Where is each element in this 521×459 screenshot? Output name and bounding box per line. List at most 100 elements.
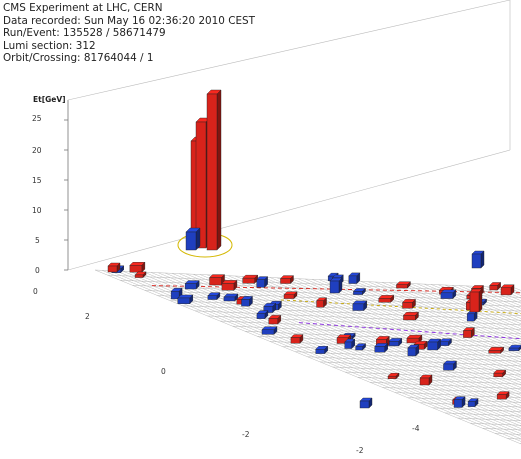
tower-front	[290, 337, 301, 344]
energy-tower	[488, 346, 505, 354]
tower-front	[427, 341, 438, 351]
energy-tower	[329, 277, 343, 294]
energy-tower	[496, 391, 510, 400]
tower-front	[283, 294, 295, 299]
energy-tower	[177, 294, 194, 305]
tower-front	[223, 296, 236, 302]
energy-tower	[406, 334, 423, 344]
tower-front	[407, 347, 417, 357]
tower-front	[329, 280, 340, 294]
grid-line	[282, 346, 521, 358]
energy-tower	[185, 227, 201, 251]
eta-tick-2: 2	[85, 312, 90, 321]
energy-tower	[471, 250, 485, 269]
grid-line	[244, 331, 521, 344]
grid-line	[344, 371, 521, 380]
tower-front	[352, 303, 364, 311]
energy-tower	[352, 287, 366, 296]
tower-side	[478, 288, 483, 313]
tower-side	[480, 250, 485, 269]
tower-front	[488, 350, 501, 354]
z-tick-10: 10	[32, 206, 42, 215]
tower-front	[268, 318, 278, 325]
energy-tower	[344, 338, 356, 350]
tower-side	[195, 227, 201, 251]
energy-tower	[348, 272, 361, 285]
grid-line	[182, 305, 521, 321]
z-tick-0: 0	[35, 266, 40, 275]
tower-front	[177, 297, 191, 304]
phi-tick-minus4: -4	[412, 424, 420, 433]
tower-front	[469, 291, 480, 313]
tower-front	[134, 274, 144, 278]
energy-tower	[462, 327, 475, 339]
energy-tower	[268, 314, 282, 325]
energy-tower	[290, 334, 304, 344]
energy-tower	[378, 294, 395, 303]
tower-front	[107, 265, 118, 273]
tower-front	[359, 400, 370, 409]
tower-front	[489, 285, 498, 291]
tower-front	[280, 278, 291, 284]
energy-tower	[500, 284, 515, 296]
tower-front	[508, 347, 520, 351]
eta-tick-minus2: -2	[242, 430, 250, 439]
energy-tower	[129, 261, 146, 273]
back-wall-top	[67, 0, 511, 101]
experiment-label: CMS Experiment at LHC, CERN	[3, 2, 163, 14]
tower-front	[344, 341, 352, 349]
tower-front	[463, 330, 472, 338]
energy-tower	[453, 396, 466, 408]
grid-line	[319, 361, 521, 371]
energy-tower	[280, 275, 294, 284]
phi-tick-minus2: -2	[356, 446, 364, 455]
grid-line	[332, 366, 521, 376]
energy-tower	[316, 297, 328, 308]
tower-front	[496, 394, 507, 400]
tower-front	[256, 279, 265, 288]
energy-tower	[184, 280, 200, 290]
tower-front	[184, 283, 197, 290]
energy-tower	[206, 89, 222, 251]
grid-line	[294, 351, 521, 362]
z-tick-15: 15	[32, 176, 42, 185]
energy-tower	[402, 298, 416, 309]
energy-tower	[439, 338, 452, 347]
tower-front	[453, 399, 463, 408]
tower-front	[355, 346, 363, 351]
energy-tower	[407, 344, 420, 357]
energy-tower	[489, 281, 502, 291]
tower-front	[493, 372, 503, 378]
tower-front	[388, 341, 399, 347]
tower-front	[207, 295, 218, 300]
tower-front	[256, 313, 266, 319]
grid-line	[307, 356, 521, 367]
grid-line	[107, 274, 521, 294]
tower-front	[353, 291, 363, 295]
energy-tower	[223, 293, 239, 302]
z-tick-5: 5	[35, 236, 40, 245]
grid-line	[444, 412, 521, 417]
energy-tower	[207, 292, 221, 301]
tower-front	[221, 283, 235, 291]
tower-front	[439, 341, 449, 346]
tower-front	[402, 302, 413, 309]
tower-front	[206, 93, 218, 251]
tower-front	[396, 284, 408, 289]
energy-tower	[355, 343, 367, 351]
energy-tower	[508, 344, 521, 352]
energy-tower	[352, 300, 368, 312]
axis-ticks: Et[GeV] 0 5 10 15 20 25 2 0 -2 0 -2 -4	[32, 95, 420, 455]
grid-line	[269, 341, 521, 353]
tower-front	[242, 277, 255, 284]
tower-front	[378, 298, 391, 303]
energy-tower	[134, 271, 147, 279]
tower-front	[195, 121, 207, 249]
tower-front	[406, 337, 420, 344]
tower-front	[374, 346, 385, 353]
track-lines	[151, 232, 521, 340]
energy-tower	[402, 311, 419, 321]
tower-front	[440, 292, 454, 299]
tower-front	[500, 287, 512, 296]
